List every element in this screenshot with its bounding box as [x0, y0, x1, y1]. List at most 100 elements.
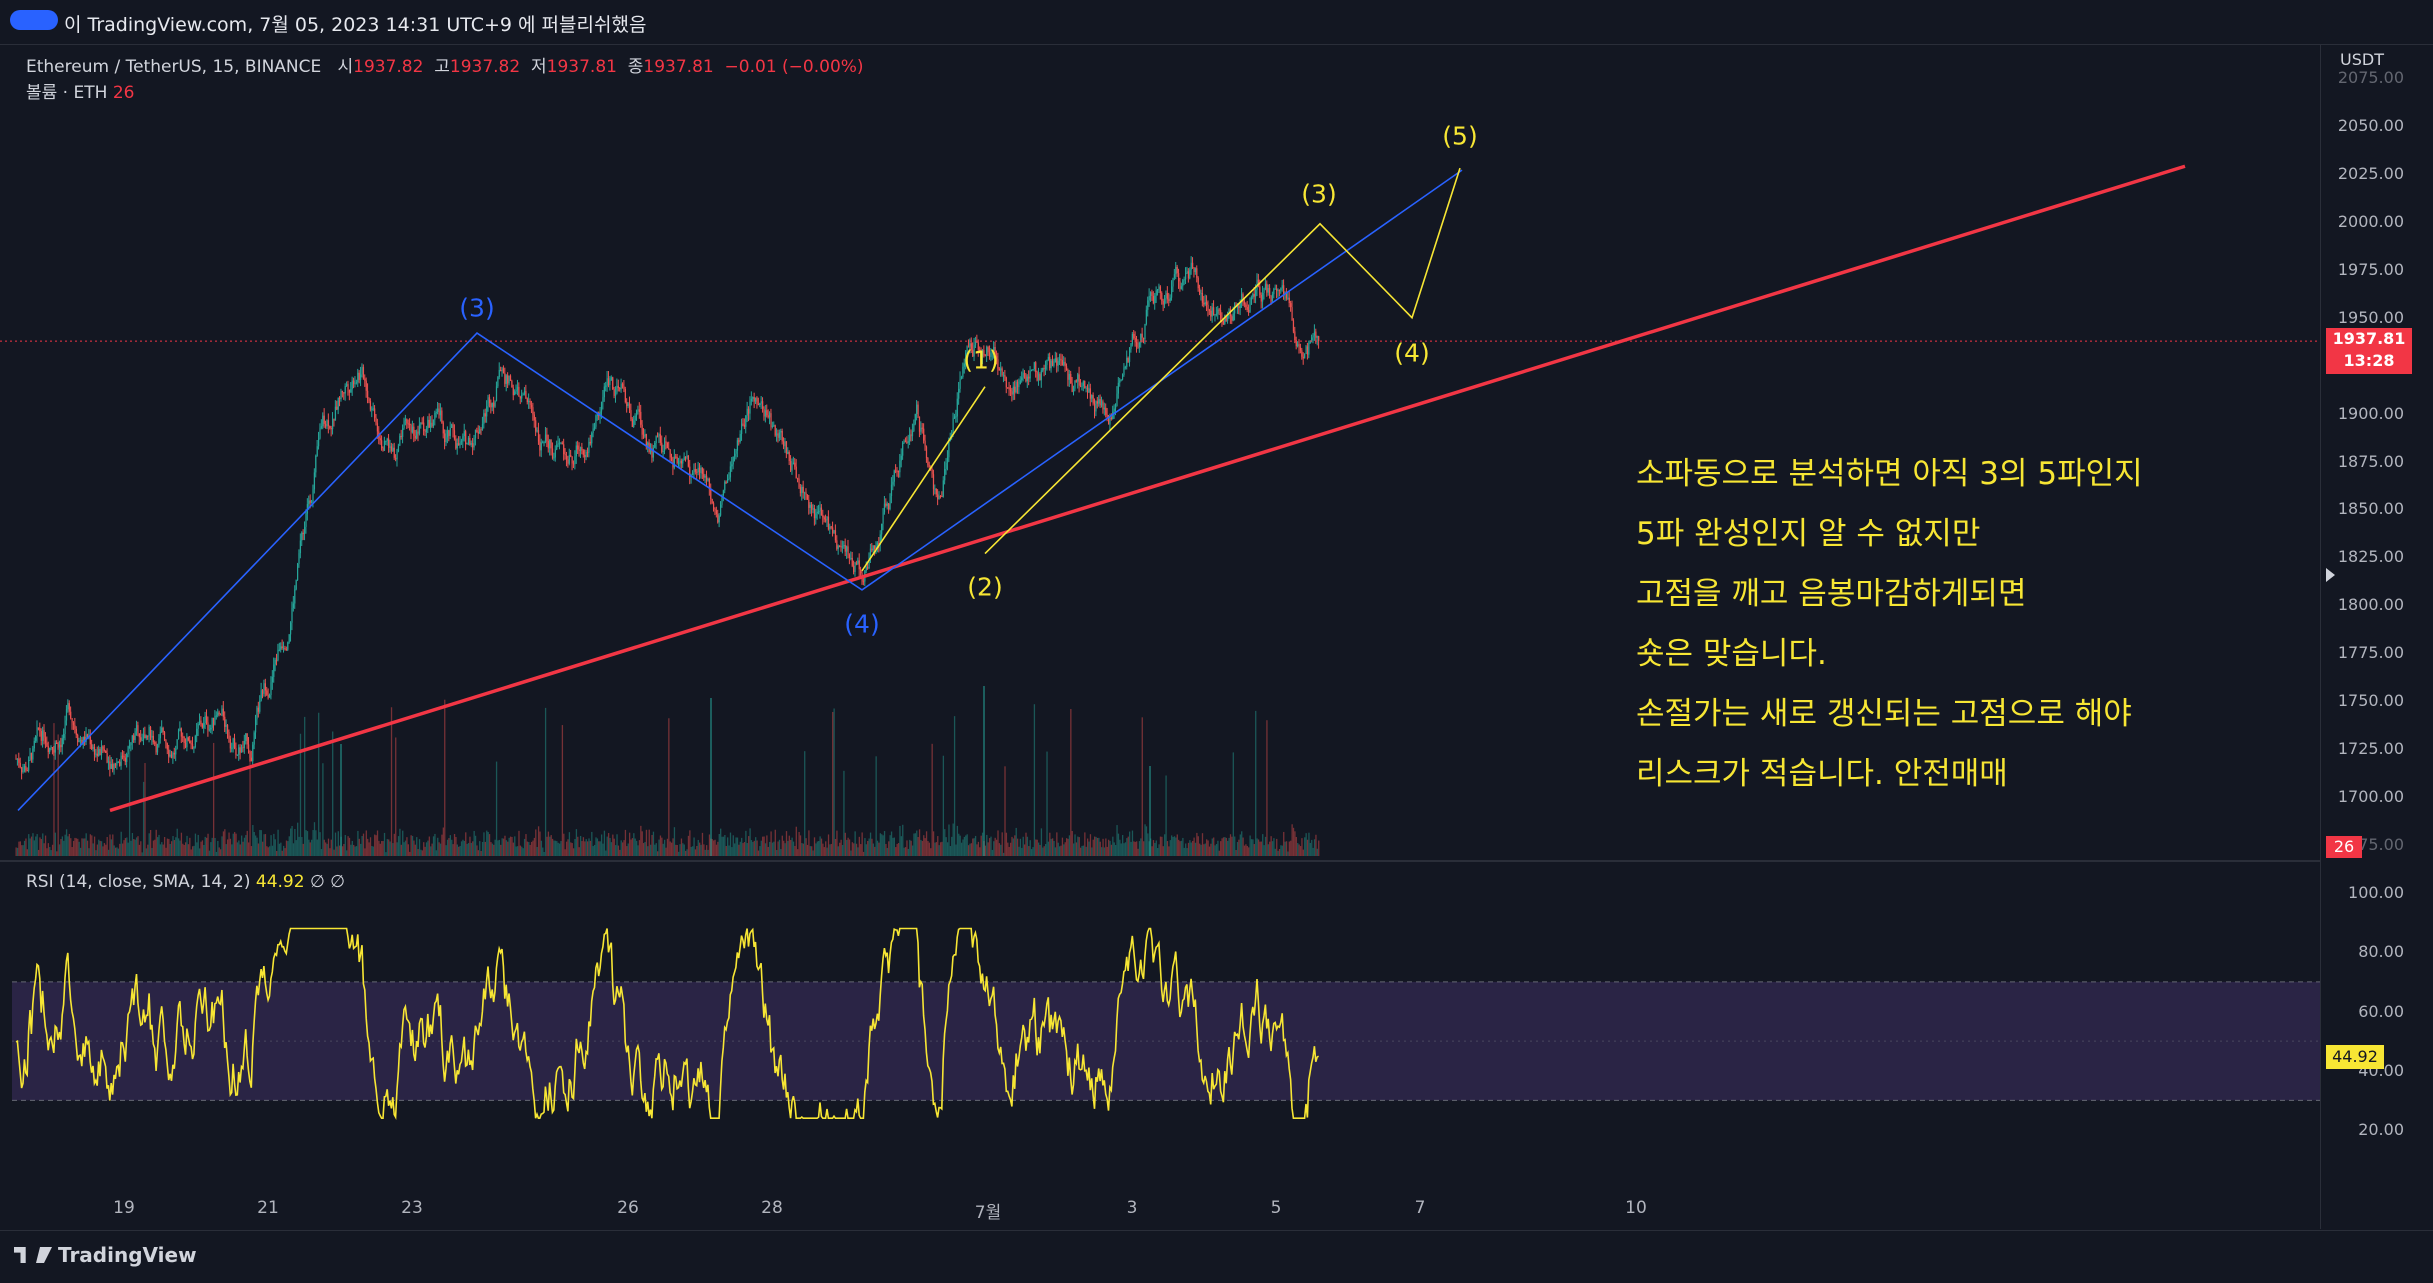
volume-bar: [1023, 844, 1026, 856]
candle-body: [1075, 380, 1077, 382]
currency-label[interactable]: USDT: [2340, 50, 2384, 69]
candle-body: [1183, 279, 1185, 281]
candle-body: [299, 540, 302, 554]
volume-bar: [1235, 849, 1237, 856]
volume-bar: [773, 841, 775, 856]
candle-body: [327, 420, 330, 426]
candle-body: [771, 425, 774, 427]
volume-bar: [121, 843, 124, 856]
candle-body: [1288, 297, 1290, 304]
candle-body: [1277, 289, 1279, 292]
symbol-name[interactable]: Ethereum / TetherUS, 15, BINANCE: [26, 57, 322, 77]
time-tick: 3: [1126, 1198, 1138, 1218]
candle-body: [500, 369, 502, 372]
candle-body: [895, 470, 897, 472]
candle-body: [200, 720, 202, 725]
volume-bar: [1099, 841, 1101, 856]
volume-bar: [633, 833, 635, 856]
tradingview-logo[interactable]: TradingView: [14, 1243, 197, 1267]
volume-bar: [16, 847, 19, 856]
volume-bar: [229, 838, 232, 856]
analysis-note[interactable]: 소파동으로 분석하면 아직 3의 5파인지 5파 완성인지 알 수 없지만 고점…: [1636, 444, 2143, 804]
candle-body: [799, 487, 802, 494]
volume-bar: [257, 843, 260, 856]
candle-body: [375, 417, 377, 424]
scroll-right-icon[interactable]: [2326, 568, 2335, 582]
candle-body: [1238, 306, 1240, 308]
price-tick: 1850.00: [2337, 499, 2404, 519]
volume-bar: [851, 842, 853, 856]
volume-bar: [991, 849, 994, 856]
candle-body: [745, 415, 747, 427]
volume-bar: [147, 844, 149, 856]
volume-bar: [1008, 846, 1010, 856]
candle-body: [385, 440, 387, 442]
candle-body: [353, 380, 355, 385]
volume-bar: [946, 842, 949, 856]
volume-bar: [420, 849, 422, 856]
volume-bar: [203, 845, 205, 856]
volume-label[interactable]: 볼륨 · ETH: [26, 83, 108, 103]
volume-bar: [1231, 836, 1233, 856]
candle-body: [977, 342, 979, 350]
volume-bar: [586, 841, 589, 856]
volume-bar: [981, 832, 984, 856]
volume-bar: [1011, 836, 1013, 856]
volume-bar: [1175, 837, 1177, 856]
volume-bar: [85, 833, 87, 856]
volume-bar: [563, 833, 565, 856]
volume-bar: [1032, 847, 1034, 856]
candle-body: [1171, 286, 1173, 298]
candle-body: [914, 414, 916, 424]
volume-bar: [1074, 834, 1076, 856]
volume-bar: [993, 841, 995, 856]
rsi-label[interactable]: RSI (14, close, SMA, 14, 2): [26, 872, 251, 892]
volume-bar: [760, 840, 762, 856]
volume-bar: [959, 835, 961, 856]
volume-bar: [497, 840, 499, 856]
candle-body: [1063, 361, 1065, 366]
candle-body: [1245, 304, 1247, 308]
volume-bar: [65, 829, 68, 856]
candle-body: [530, 404, 533, 408]
volume-bar: [1180, 840, 1183, 856]
pane-divider[interactable]: [0, 860, 2320, 862]
wave-label-yellow-4: (4): [1394, 338, 1430, 368]
candle-body: [711, 499, 713, 504]
candle-body: [451, 424, 453, 428]
volume-bar: [43, 843, 45, 856]
volume-bar: [965, 835, 967, 856]
volume-bar: [515, 846, 517, 856]
volume-bar: [1172, 836, 1174, 856]
candle-body: [960, 377, 963, 379]
volume-bar: [1044, 844, 1047, 856]
candle-body: [1253, 294, 1255, 297]
candle-body: [743, 424, 746, 427]
candle-body: [348, 389, 351, 393]
volume-bar: [388, 839, 390, 856]
volume-bar: [1078, 837, 1080, 856]
volume-bar: [379, 843, 381, 856]
candle-body: [1242, 294, 1244, 302]
candle-body: [329, 425, 331, 429]
volume-bar: [86, 840, 89, 856]
volume-bar: [700, 844, 702, 856]
candle-body: [179, 728, 181, 731]
candle-body: [71, 718, 73, 723]
volume-bar: [1313, 839, 1316, 856]
volume-bar: [456, 844, 459, 856]
candle-body: [1108, 417, 1110, 425]
volume-bar: [1072, 843, 1075, 856]
volume-bar: [1186, 848, 1188, 856]
volume-bar: [365, 830, 367, 856]
candle-body: [144, 734, 146, 739]
candle-body: [518, 386, 520, 397]
volume-bar: [598, 841, 600, 856]
candle-body: [1137, 346, 1139, 348]
volume-bar: [201, 840, 204, 856]
candle-body: [1030, 370, 1033, 372]
candle-body: [959, 378, 961, 389]
candle-body: [371, 408, 373, 410]
rsi-line: [15, 927, 1319, 1121]
